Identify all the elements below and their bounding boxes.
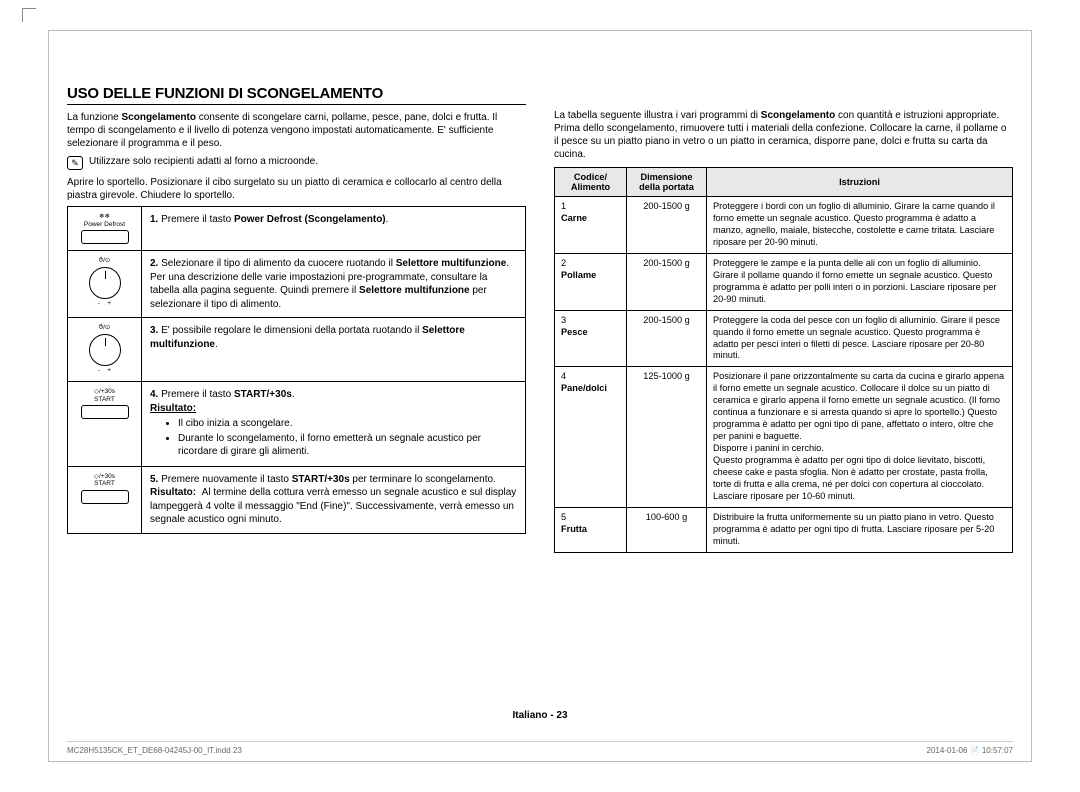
dial-icon (89, 267, 121, 299)
step-text-cell: 2. Selezionare il tipo di alimento da cu… (142, 251, 526, 318)
table-row: 3Pesce200-1500 gProteggere la coda del p… (555, 310, 1013, 367)
button-rect-icon (81, 405, 129, 419)
th-dim: Dimensione della portata (627, 168, 707, 197)
step-icon-cell: ⥀/⊙- + (68, 318, 142, 382)
cell-dimension: 200-1500 g (627, 310, 707, 367)
cell-instructions: Posizionare il pane orizzontalmente su c… (707, 367, 1013, 507)
cell-code: 4Pane/dolci (555, 367, 627, 507)
cell-instructions: Proteggere i bordi con un foglio di allu… (707, 197, 1013, 254)
step-text-cell: 3. E' possibile regolare le dimensioni d… (142, 318, 526, 382)
steps-tbody: ❄❄Power Defrost1. Premere il tasto Power… (68, 207, 526, 534)
step-bullet: Il cibo inizia a scongelare. (178, 417, 517, 431)
step-icon-cell: ◇/+30sSTART (68, 382, 142, 467)
cell-code: 3Pesce (555, 310, 627, 367)
table-row: 5Frutta100-600 gDistribuire la frutta un… (555, 507, 1013, 552)
dial-icon (89, 334, 121, 366)
cell-code: 5Frutta (555, 507, 627, 552)
page-number: Italiano - 23 (49, 710, 1031, 721)
footer-filename: MC28H5135CK_ET_DE68-04245J-00_IT.indd 23 (67, 746, 242, 755)
cell-dimension: 125-1000 g (627, 367, 707, 507)
step-icon-cell: ⥀/⊙- + (68, 251, 142, 318)
programs-tbody: 1Carne200-1500 gProteggere i bordi con u… (555, 197, 1013, 553)
right-column: La tabella seguente illustra i vari prog… (554, 85, 1013, 553)
cell-dimension: 100-600 g (627, 507, 707, 552)
th-code: Codice/Alimento (555, 168, 627, 197)
left-column: USO DELLE FUNZIONI DI SCONGELAMENTO La f… (67, 85, 526, 553)
intro-right: La tabella seguente illustra i vari prog… (554, 109, 1013, 161)
step-text-cell: 5. Premere nuovamente il tasto START/+30… (142, 466, 526, 533)
note-text: Utilizzare solo recipienti adatti al for… (89, 156, 318, 167)
step-icon-cell: ◇/+30sSTART (68, 466, 142, 533)
table-row: 1Carne200-1500 gProteggere i bordi con u… (555, 197, 1013, 254)
note-row: ✎ Utilizzare solo recipienti adatti al f… (67, 156, 526, 170)
note-icon: ✎ (67, 156, 83, 170)
footer-bar: MC28H5135CK_ET_DE68-04245J-00_IT.indd 23… (67, 741, 1013, 755)
cell-code: 1Carne (555, 197, 627, 254)
step-text-cell: 4. Premere il tasto START/+30s.Risultato… (142, 382, 526, 467)
page-frame: USO DELLE FUNZIONI DI SCONGELAMENTO La f… (48, 30, 1032, 762)
section-heading: USO DELLE FUNZIONI DI SCONGELAMENTO (67, 85, 526, 105)
step-bullet: Durante lo scongelamento, il forno emett… (178, 432, 517, 459)
step-icon-cell: ❄❄Power Defrost (68, 207, 142, 251)
step-text-cell: 1. Premere il tasto Power Defrost (Scong… (142, 207, 526, 251)
cell-instructions: Proteggere la coda del pesce con un fogl… (707, 310, 1013, 367)
button-rect-icon (81, 230, 129, 244)
table-row: 2Pollame200-1500 gProteggere le zampe e … (555, 253, 1013, 310)
button-rect-icon (81, 490, 129, 504)
table-row: 4Pane/dolci125-1000 gPosizionare il pane… (555, 367, 1013, 507)
cell-code: 2Pollame (555, 253, 627, 310)
cell-instructions: Proteggere le zampe e la punta delle ali… (707, 253, 1013, 310)
th-instr: Istruzioni (707, 168, 1013, 197)
instruction-paragraph: Aprire lo sportello. Posizionare il cibo… (67, 176, 526, 202)
two-column-layout: USO DELLE FUNZIONI DI SCONGELAMENTO La f… (67, 45, 1013, 553)
cell-dimension: 200-1500 g (627, 197, 707, 254)
cell-instructions: Distribuire la frutta uniformemente su u… (707, 507, 1013, 552)
crop-mark (22, 8, 36, 22)
footer-timestamp: 2014-01-06 📄 10:57:07 (927, 746, 1013, 755)
steps-table: ❄❄Power Defrost1. Premere il tasto Power… (67, 206, 526, 534)
programs-table: Codice/Alimento Dimensione della portata… (554, 167, 1013, 553)
cell-dimension: 200-1500 g (627, 253, 707, 310)
intro-paragraph: La funzione Scongelamento consente di sc… (67, 111, 526, 150)
